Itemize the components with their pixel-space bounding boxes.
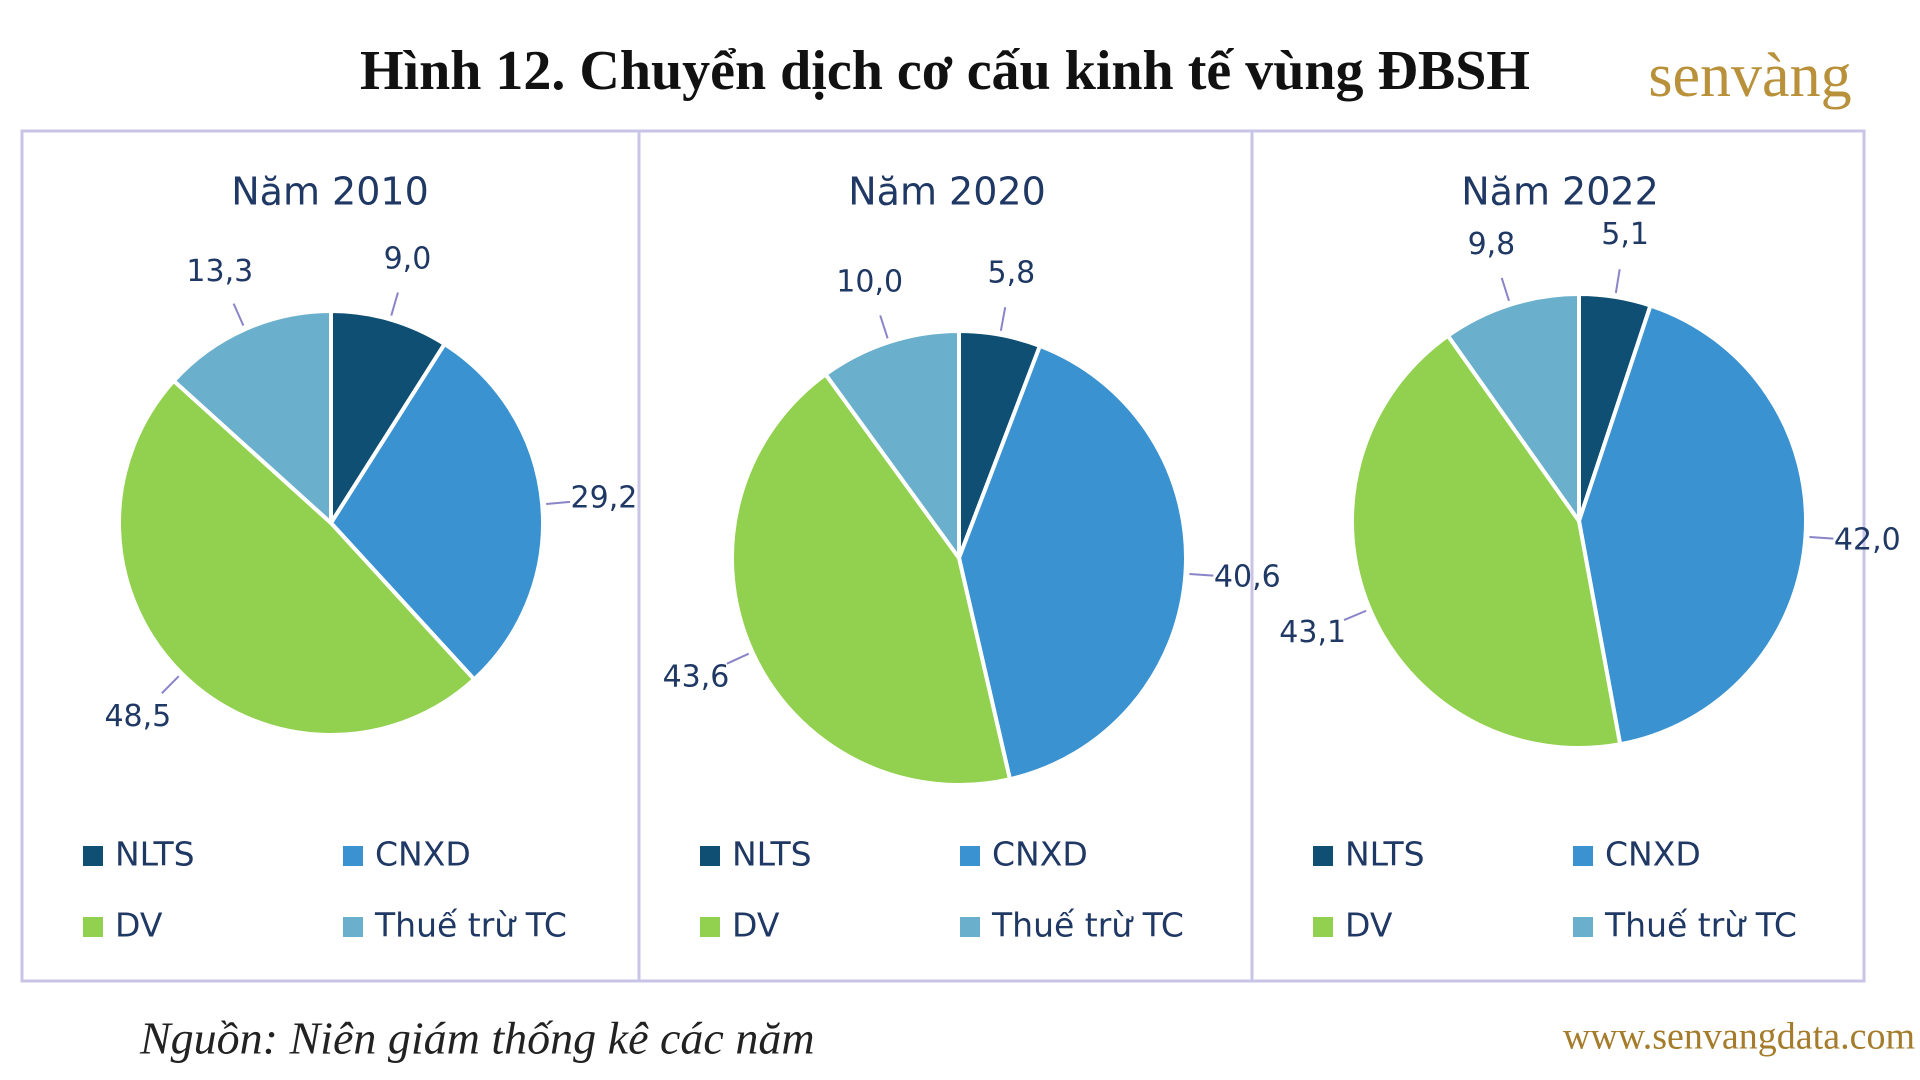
- pie-slice: [956, 343, 1188, 782]
- pie-slice: [1350, 332, 1623, 750]
- data-label: 48,5: [104, 699, 171, 734]
- data-label: 5,8: [988, 255, 1036, 290]
- leader-line: [546, 500, 571, 506]
- leader-line: [1500, 277, 1510, 302]
- pie-slice: [329, 308, 448, 530]
- source-note: Nguồn: Niên giám thống kê các năm: [139, 1013, 815, 1064]
- pie-slice: [117, 377, 477, 737]
- leader-line: [1189, 572, 1214, 577]
- legend-swatch: [83, 917, 103, 937]
- legend-swatch: [343, 917, 363, 937]
- legend-swatch: [1313, 846, 1333, 866]
- website: www.senvangdata.com: [1563, 1016, 1915, 1058]
- legend-swatch: [1313, 917, 1333, 937]
- legend-label: DV: [1345, 906, 1393, 945]
- chart-title: Năm 2020: [848, 170, 1046, 214]
- data-label: 42,0: [1834, 522, 1901, 557]
- legend-label: DV: [115, 906, 163, 945]
- pie-slice: [328, 341, 545, 683]
- leader-line: [232, 303, 245, 326]
- legend-label: DV: [732, 906, 780, 945]
- pie-slice: [170, 308, 333, 528]
- leader-line: [999, 307, 1007, 332]
- legend-swatch: [1573, 917, 1593, 937]
- page-title: Hình 12. Chuyển dịch cơ cấu kinh tế vùng…: [360, 40, 1530, 102]
- legend-label: CNXD: [992, 835, 1088, 874]
- charts: Năm 2010 9,0 29,2 48,5 13,3 NLTS CNXD DV Thuế tr…: [83, 170, 1901, 945]
- legend-label: Thuế trừ TC: [991, 906, 1184, 945]
- legend-label: Thuế trừ TC: [1604, 906, 1797, 945]
- legend-swatch: [343, 846, 363, 866]
- legend-swatch: [700, 917, 720, 937]
- legend-label: NLTS: [732, 835, 812, 874]
- logo: senvàng: [1648, 42, 1851, 110]
- legend-swatch: [83, 846, 103, 866]
- data-label: 9,0: [384, 241, 432, 276]
- leader-line: [879, 315, 889, 339]
- data-label: 43,6: [663, 659, 730, 694]
- chart-title: Năm 2010: [231, 170, 429, 214]
- pie-slice: [822, 328, 961, 565]
- leader-line: [390, 292, 399, 316]
- legend-label: Thuế trừ TC: [374, 906, 567, 945]
- legend-swatch: [960, 846, 980, 866]
- pie-slice: [1445, 291, 1581, 528]
- legend-swatch: [700, 846, 720, 866]
- leader-line: [1343, 609, 1367, 621]
- legend-swatch: [960, 917, 980, 937]
- data-label: 40,6: [1214, 559, 1281, 594]
- data-label: 10,0: [836, 265, 903, 300]
- legend-swatch: [1573, 846, 1593, 866]
- legend-label: NLTS: [1345, 835, 1425, 874]
- leader-line: [161, 675, 180, 694]
- chart-title: Năm 2022: [1461, 170, 1659, 214]
- leader-line: [1614, 269, 1621, 294]
- leader-line: [1809, 535, 1834, 540]
- legend-label: CNXD: [375, 835, 471, 874]
- data-label: 43,1: [1279, 615, 1346, 650]
- data-label: 5,1: [1601, 217, 1649, 252]
- data-label: 29,2: [571, 480, 638, 515]
- data-label: 9,8: [1468, 227, 1516, 262]
- legend-label: CNXD: [1605, 835, 1701, 874]
- leader-line: [726, 652, 750, 665]
- data-label: 13,3: [186, 254, 253, 289]
- pie-slice: [730, 371, 1013, 787]
- legend-label: NLTS: [115, 835, 195, 874]
- pie-slice: [1576, 303, 1808, 747]
- frame: [20, 129, 1866, 983]
